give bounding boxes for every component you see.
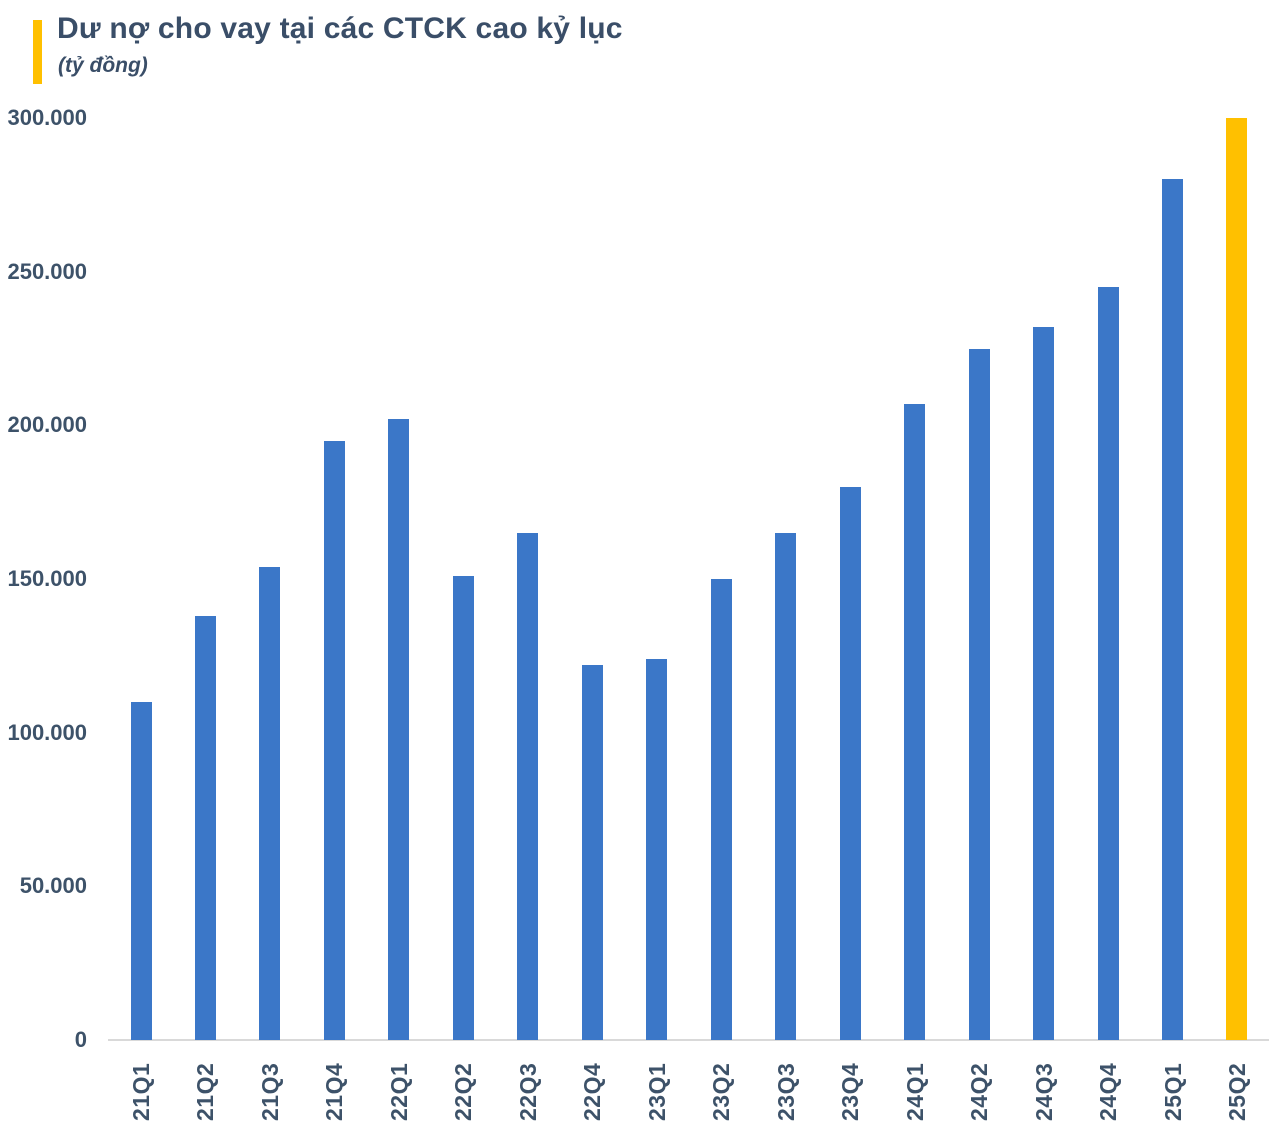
x-axis-label-25Q1: 25Q1 (1159, 1062, 1186, 1121)
x-axis-label-24Q3: 24Q3 (1030, 1062, 1057, 1121)
bar-23Q3 (775, 532, 797, 1040)
x-axis-label-22Q3: 22Q3 (514, 1062, 541, 1121)
y-axis-tick-label: 0 (74, 1027, 87, 1052)
x-axis-label-21Q2: 21Q2 (192, 1062, 219, 1121)
x-axis-label-22Q4: 22Q4 (579, 1062, 606, 1121)
x-axis-label-22Q1: 22Q1 (385, 1062, 412, 1121)
bar-23Q4 (839, 486, 861, 1040)
x-axis-label-25Q2: 25Q2 (1223, 1062, 1250, 1121)
bar-22Q3 (517, 532, 539, 1040)
x-axis-label-24Q1: 24Q1 (901, 1062, 928, 1121)
bar-25Q2 (1226, 118, 1248, 1040)
y-axis-tick-label: 150.000 (7, 566, 87, 591)
chart-subtitle: (tỷ đồng) (58, 54, 148, 77)
bar-21Q2 (194, 615, 216, 1040)
y-axis-tick-label: 50.000 (19, 873, 87, 899)
x-axis-label-21Q3: 21Q3 (256, 1062, 283, 1121)
bar-21Q3 (259, 566, 281, 1040)
bar-21Q4 (323, 440, 345, 1040)
bar-24Q4 (1097, 287, 1119, 1040)
bar-22Q1 (388, 419, 410, 1040)
bar-24Q1 (904, 403, 926, 1040)
x-axis-line (108, 1039, 1269, 1041)
x-axis-label-23Q3: 23Q3 (772, 1062, 799, 1121)
bar-24Q3 (1033, 326, 1055, 1040)
x-axis-label-24Q4: 24Q4 (1095, 1062, 1122, 1121)
x-axis-label-22Q2: 22Q2 (450, 1062, 477, 1121)
x-axis-label-23Q2: 23Q2 (708, 1062, 735, 1121)
bar-25Q1 (1162, 179, 1184, 1040)
y-axis-tick-label: 200.000 (7, 412, 87, 438)
x-axis-label-23Q1: 23Q1 (643, 1062, 670, 1121)
bar-23Q2 (710, 579, 732, 1040)
x-axis-label-24Q2: 24Q2 (966, 1062, 993, 1121)
bar-22Q4 (581, 665, 603, 1040)
x-axis-label-23Q4: 23Q4 (837, 1062, 864, 1121)
bar-24Q2 (968, 348, 990, 1040)
title-accent-bar (33, 20, 42, 84)
x-axis-label-21Q1: 21Q1 (128, 1062, 154, 1121)
bar-23Q1 (646, 658, 668, 1040)
y-axis-tick-label: 300.000 (7, 105, 87, 130)
bar-22Q2 (452, 575, 474, 1040)
y-axis-tick-label: 250.000 (7, 258, 87, 284)
x-axis-label-21Q4: 21Q4 (321, 1062, 348, 1121)
y-axis-tick-label: 100.000 (7, 719, 87, 745)
chart-title: Dư nợ cho vay tại các CTCK cao kỷ lục (57, 12, 623, 45)
bar-21Q1 (130, 701, 152, 1040)
